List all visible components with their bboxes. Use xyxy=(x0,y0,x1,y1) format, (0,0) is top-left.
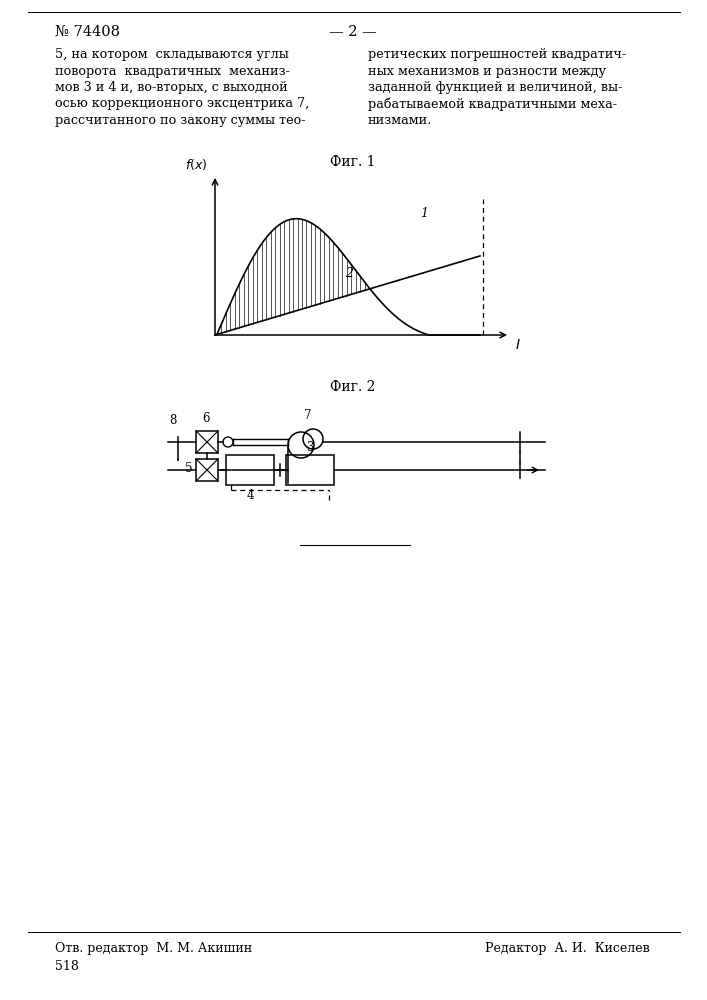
Text: Отв. редактор  М. М. Акишин: Отв. редактор М. М. Акишин xyxy=(55,942,252,955)
Text: 3: 3 xyxy=(306,441,314,454)
Text: 1: 1 xyxy=(420,207,428,220)
Text: 518: 518 xyxy=(55,960,79,973)
Text: заданной функцией и величиной, вы-: заданной функцией и величиной, вы- xyxy=(368,81,622,94)
Bar xyxy=(196,431,218,453)
Text: 7: 7 xyxy=(304,409,312,422)
Text: $\mathit{I}$: $\mathit{I}$ xyxy=(515,338,521,352)
Text: ретических погрешностей квадратич-: ретических погрешностей квадратич- xyxy=(368,48,626,61)
Text: ных механизмов и разности между: ных механизмов и разности между xyxy=(368,64,606,78)
Text: мов 3 и 4 и, во-вторых, с выходной: мов 3 и 4 и, во-вторых, с выходной xyxy=(55,81,288,94)
Text: рассчитанного по закону суммы тео-: рассчитанного по закону суммы тео- xyxy=(55,114,305,127)
Text: $\mathit{f(x)}$: $\mathit{f(x)}$ xyxy=(185,157,207,172)
Text: — 2 —: — 2 — xyxy=(329,25,377,39)
Text: Фиг. 2: Фиг. 2 xyxy=(330,380,375,394)
Text: 2: 2 xyxy=(345,267,353,280)
Text: Фиг. 1: Фиг. 1 xyxy=(330,155,375,169)
Text: низмами.: низмами. xyxy=(368,114,433,127)
Text: 6: 6 xyxy=(202,412,209,425)
Text: осью коррекционного эксцентрика 7,: осью коррекционного эксцентрика 7, xyxy=(55,98,309,110)
Text: № 74408: № 74408 xyxy=(55,25,120,39)
Text: рабатываемой квадратичными меха-: рабатываемой квадратичными меха- xyxy=(368,98,617,111)
Bar xyxy=(226,455,274,485)
Text: поворота  квадратичных  механиз-: поворота квадратичных механиз- xyxy=(55,64,290,78)
Text: 8: 8 xyxy=(169,414,177,427)
Text: 5: 5 xyxy=(185,462,192,475)
Bar xyxy=(286,455,334,485)
Bar xyxy=(196,459,218,481)
Text: Редактор  А. И.  Киселев: Редактор А. И. Киселев xyxy=(485,942,650,955)
Text: 5, на котором  складываются углы: 5, на котором складываются углы xyxy=(55,48,289,61)
Text: 4: 4 xyxy=(246,489,254,502)
